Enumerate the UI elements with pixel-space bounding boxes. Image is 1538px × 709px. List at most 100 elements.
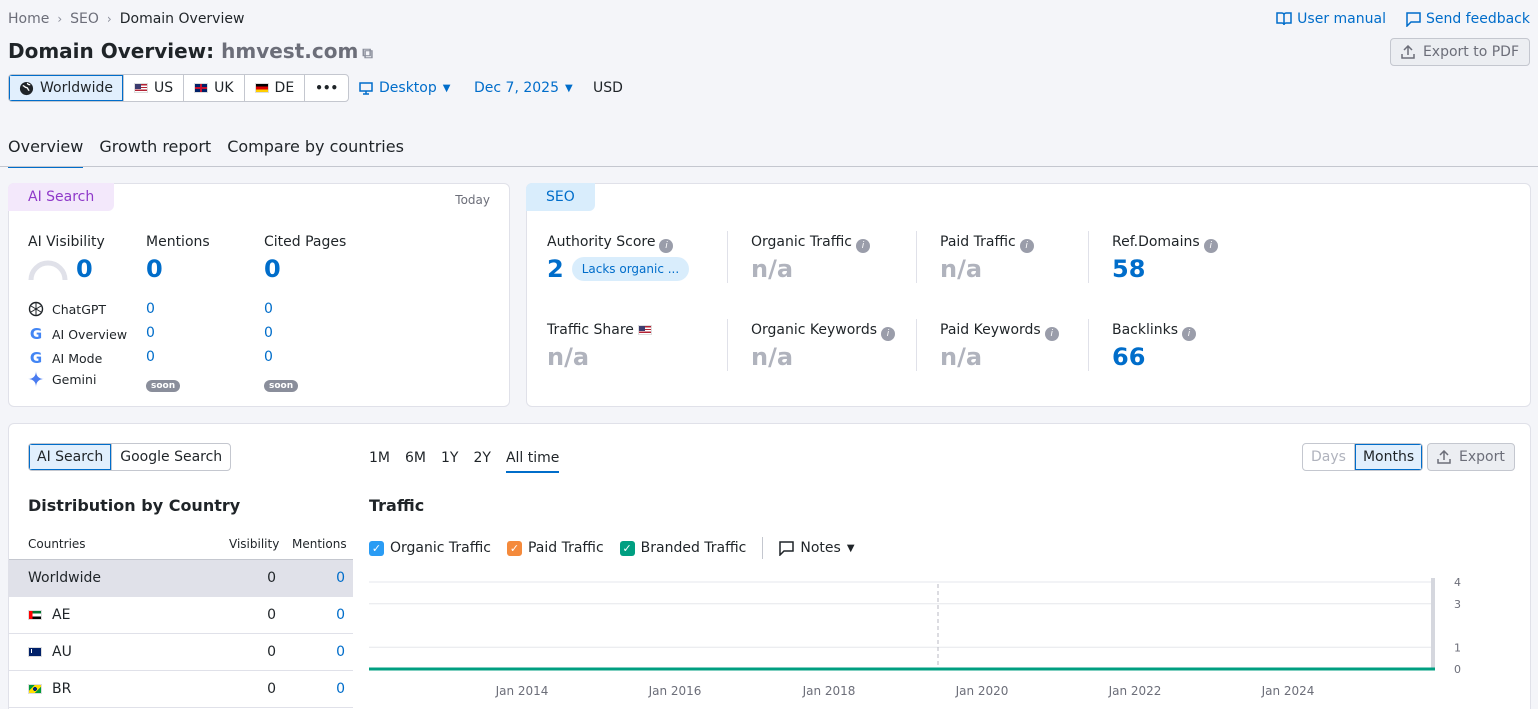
granularity-days[interactable]: Days xyxy=(1303,444,1355,470)
db-more-button[interactable]: ••• xyxy=(315,81,339,95)
country-mentions[interactable]: 0 xyxy=(336,607,345,623)
col-countries: Countries xyxy=(28,537,86,551)
globe-icon xyxy=(19,81,34,95)
device-dropdown[interactable]: Desktop ▼ xyxy=(359,80,450,96)
x-tick-label: Jan 2014 xyxy=(495,684,549,698)
db-worldwide-label: Worldwide xyxy=(40,80,113,96)
chart-legend: ✓ Organic Traffic ✓ Paid Traffic ✓ Branded … xyxy=(369,537,855,559)
domain-name[interactable]: hmvest.com xyxy=(221,39,359,63)
backlinks-value[interactable]: 66 xyxy=(1112,343,1146,371)
db-uk[interactable]: UK xyxy=(184,75,245,101)
info-icon[interactable]: i xyxy=(1044,327,1059,341)
checkbox-checked-icon: ✓ xyxy=(506,540,522,556)
paid-keywords-text: Paid Keywords xyxy=(940,322,1041,338)
cited-pages-label: Cited Pages xyxy=(264,234,347,250)
x-tick-label: Jan 2018 xyxy=(802,684,856,698)
page-title-prefix: Domain Overview: xyxy=(8,39,215,63)
authority-score-label: Authority Score i xyxy=(547,234,674,253)
col-mentions[interactable]: Mentions xyxy=(292,537,347,551)
source-row-ai-mode: G AI Mode xyxy=(28,349,102,367)
external-link-icon[interactable]: ⧉ xyxy=(362,44,374,62)
traffic-chart[interactable]: 4 3 1 0 Jan 2014 Jan 2016 Jan 2018 Jan 2020 Jan … xyxy=(369,574,1489,704)
legend-paid-traffic[interactable]: ✓ Paid Traffic xyxy=(506,540,604,556)
country-name: Worldwide xyxy=(28,570,101,586)
source-mentions[interactable]: 0 xyxy=(146,325,155,341)
google-icon: G xyxy=(29,349,43,367)
legend-branded-traffic[interactable]: ✓ Branded Traffic xyxy=(619,540,746,556)
organic-keywords-value: n/a xyxy=(751,343,794,371)
source-mentions[interactable]: 0 xyxy=(146,349,155,365)
table-row[interactable]: AU 0 0 xyxy=(9,634,353,671)
database-selector: Worldwide US UK DE ••• xyxy=(8,74,350,102)
db-de[interactable]: DE xyxy=(245,75,306,101)
checkbox-checked-icon: ✓ xyxy=(369,540,384,556)
send-feedback-link[interactable]: Send feedback xyxy=(1406,11,1530,27)
source-cited[interactable]: 0 xyxy=(264,301,273,317)
info-icon[interactable]: i xyxy=(881,327,895,341)
x-tick-label: Jan 2024 xyxy=(1261,684,1315,698)
ref-domains-value[interactable]: 58 xyxy=(1112,255,1146,283)
paid-traffic-label: Paid Traffic i xyxy=(940,234,1034,253)
ai-search-pill: AI Search xyxy=(8,183,115,211)
tab-growth-report[interactable]: Growth report xyxy=(99,137,212,156)
lacks-organic-badge[interactable]: Lacks organic ... xyxy=(571,257,690,281)
chart-edge-band xyxy=(1431,578,1435,669)
checkbox-checked-icon: ✓ xyxy=(619,540,635,556)
range-1y[interactable]: 1Y xyxy=(441,450,459,466)
info-icon[interactable]: i xyxy=(1182,327,1197,341)
user-manual-link[interactable]: User manual xyxy=(1276,11,1386,27)
traffic-share-label: Traffic Share xyxy=(547,322,653,338)
de-flag-icon xyxy=(254,83,269,93)
db-worldwide[interactable]: Worldwide xyxy=(9,75,124,101)
top-links: User manual Send feedback xyxy=(1276,11,1530,27)
ai-search-card: AI Search Today AI Visibility 0 Mentions… xyxy=(8,183,510,407)
divider xyxy=(727,319,728,371)
range-1m[interactable]: 1M xyxy=(369,450,390,466)
legend-organic-traffic[interactable]: ✓ Organic Traffic xyxy=(369,540,491,556)
export-button[interactable]: Export xyxy=(1427,443,1515,471)
date-dropdown[interactable]: Dec 7, 2025 ▼ xyxy=(474,80,573,96)
br-flag-icon xyxy=(28,684,42,694)
source-mentions[interactable]: 0 xyxy=(146,301,155,317)
info-icon[interactable]: i xyxy=(659,239,674,253)
range-all-time[interactable]: All time xyxy=(505,450,560,473)
info-icon[interactable]: i xyxy=(855,239,870,253)
mentions-value[interactable]: 0 xyxy=(146,255,163,283)
breadcrumb-seo[interactable]: SEO xyxy=(70,11,99,27)
source-cited[interactable]: 0 xyxy=(264,325,273,341)
source-row-ai-overview: G AI Overview xyxy=(28,325,127,343)
paid-keywords-value: n/a xyxy=(940,343,983,371)
info-icon[interactable]: i xyxy=(1203,239,1218,253)
ai-visibility-value[interactable]: 0 xyxy=(76,255,93,283)
db-us[interactable]: US xyxy=(124,75,185,101)
table-row[interactable]: AE 0 0 xyxy=(9,597,353,634)
col-visibility[interactable]: Visibility xyxy=(229,537,280,551)
breadcrumb-home[interactable]: Home xyxy=(8,11,50,27)
export-pdf-button[interactable]: Export to PDF xyxy=(1389,38,1530,66)
table-row[interactable]: Worldwide 0 0 xyxy=(9,560,353,597)
granularity-months[interactable]: Months xyxy=(1354,444,1423,470)
country-mentions[interactable]: 0 xyxy=(336,681,345,697)
y-tick-label: 1 xyxy=(1454,641,1461,654)
organic-traffic-label: Organic Traffic i xyxy=(751,234,870,253)
cited-pages-value[interactable]: 0 xyxy=(264,255,281,283)
tab-compare-by-countries[interactable]: Compare by countries xyxy=(227,137,404,156)
backlinks-text: Backlinks xyxy=(1112,322,1179,338)
time-range-selector: 1M 6M 1Y 2Y All time xyxy=(369,450,560,473)
country-mentions[interactable]: 0 xyxy=(336,644,345,660)
tab-overview[interactable]: Overview xyxy=(8,137,84,168)
authority-score-value[interactable]: 2 xyxy=(547,255,564,283)
notes-dropdown[interactable]: Notes ▼ xyxy=(779,540,855,556)
table-row[interactable]: BR 0 0 xyxy=(9,671,353,708)
organic-keywords-label: Organic Keywords i xyxy=(751,322,895,341)
range-6m[interactable]: 6M xyxy=(405,450,426,466)
country-mentions[interactable]: 0 xyxy=(336,570,345,586)
page-title: Domain Overview: hmvest.com ⧉ xyxy=(8,39,373,63)
country-name: AU xyxy=(52,644,72,660)
range-2y[interactable]: 2Y xyxy=(473,450,491,466)
toggle-ai-search[interactable]: AI Search xyxy=(29,444,113,470)
toggle-google-search[interactable]: Google Search xyxy=(120,449,223,465)
gemini-icon xyxy=(28,371,44,387)
source-cited[interactable]: 0 xyxy=(264,349,273,365)
info-icon[interactable]: i xyxy=(1019,239,1034,253)
